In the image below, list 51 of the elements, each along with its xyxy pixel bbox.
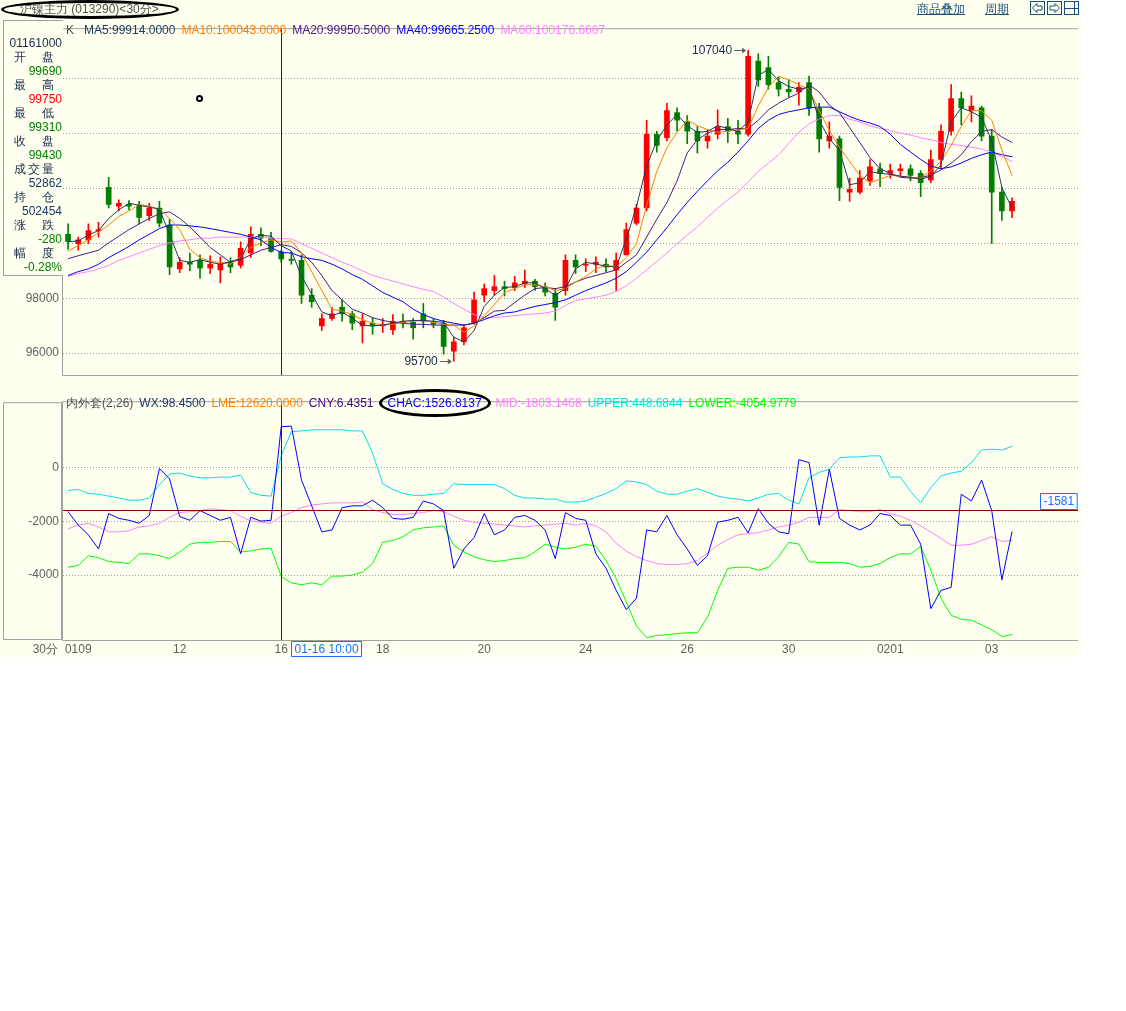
text: 涨跌	[14, 218, 54, 232]
x-tick-label: 26	[680, 641, 695, 656]
x-tick-label: 0201	[876, 641, 904, 656]
annotation: LME:12620.0000	[211, 396, 303, 410]
text: 成交量	[14, 162, 54, 176]
text: -280	[37, 232, 62, 246]
text: 开盘	[14, 50, 54, 64]
text: 周期	[985, 2, 1009, 16]
text: MA40:99665.2500	[396, 23, 495, 37]
legend-title: K	[66, 23, 75, 37]
annotation: 107040	[692, 42, 733, 57]
text: -0.28%	[23, 260, 62, 274]
text: 502454	[21, 204, 62, 218]
text: UPPER:448.6844	[587, 396, 683, 410]
chart-title: 内外套(2,26)	[66, 396, 134, 410]
annotation: CNY:6.4351	[308, 396, 374, 410]
text: 持仓	[14, 190, 54, 204]
text: 01161000	[9, 36, 62, 50]
x-tick-label: 16	[274, 641, 289, 656]
x-tick-label: 0109	[64, 641, 92, 656]
text: 99310	[28, 120, 62, 134]
x-tick-label: 20	[477, 641, 492, 656]
annotation: -1581	[1043, 494, 1075, 509]
x-tick-label: 24	[579, 641, 593, 656]
x-tick-label: 03	[985, 641, 999, 656]
x-tick-label: 18	[376, 641, 390, 656]
text: 99750	[28, 92, 62, 106]
text: 商品叠加	[917, 2, 965, 16]
annotation: 95700	[404, 353, 439, 368]
text: MA20:99950.5000	[292, 23, 391, 37]
text: MA10:100043.0000	[181, 23, 287, 37]
text: 52862	[28, 176, 62, 190]
text: 最高	[14, 78, 54, 92]
y-tick-label: -2000	[28, 513, 60, 528]
text: LOWER:-4054.9779	[688, 396, 797, 410]
text: 收盘	[14, 134, 54, 148]
text: CHAC:1526.8137	[387, 396, 482, 410]
text: 最低	[14, 106, 54, 120]
x-tick-label: 30	[782, 641, 796, 656]
text: 01-16 10:00	[294, 641, 359, 656]
text: 99690	[28, 64, 62, 78]
y-tick-label: 98000	[25, 290, 60, 305]
text: MA5:99914.0000	[84, 23, 176, 37]
annotation: WX:98.4500	[139, 396, 206, 410]
text: 99430	[28, 148, 62, 162]
x-axis-title: 30分	[31, 641, 58, 657]
y-tick-label: 0	[52, 460, 60, 474]
x-tick-label: 12	[173, 641, 187, 656]
y-tick-label: 96000	[25, 345, 60, 360]
y-tick-label: -4000	[28, 567, 60, 582]
text: 幅度	[14, 246, 54, 260]
